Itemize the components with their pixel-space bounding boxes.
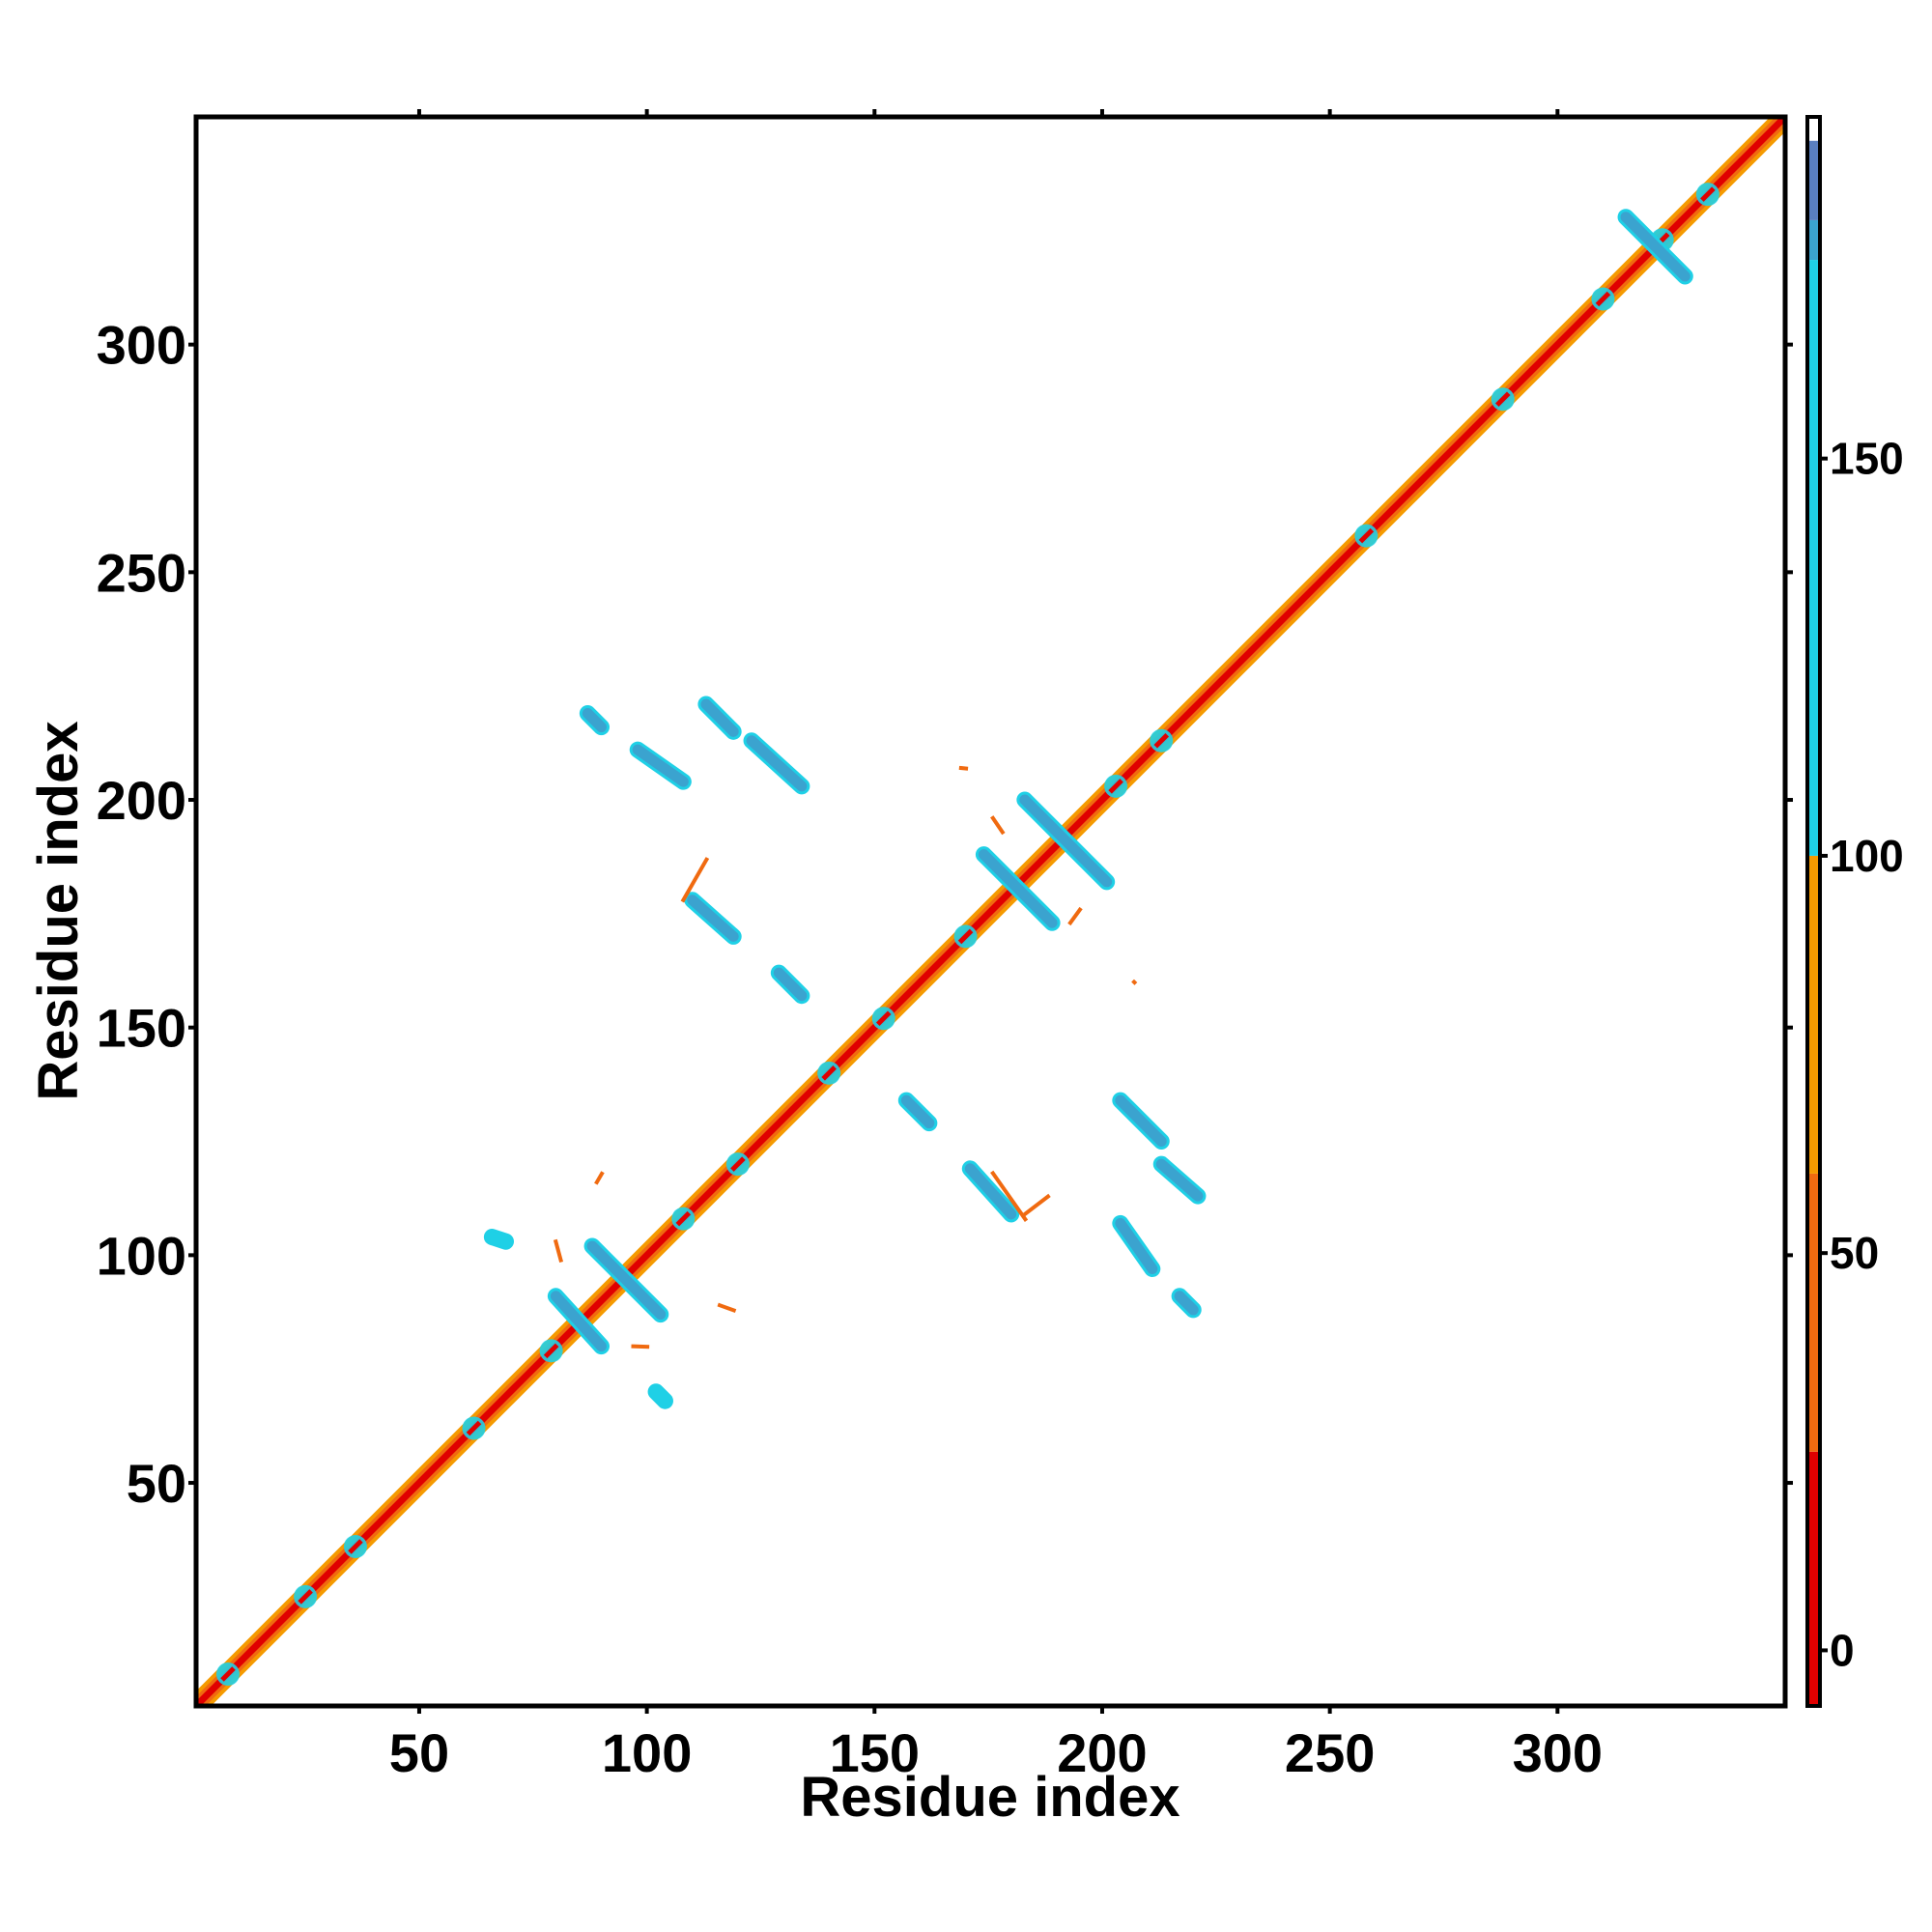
x-tick-label-3: 200 [1057,1722,1147,1783]
diagonal-cluster-core-12 [1358,527,1375,544]
y-axis-title: Residue index [27,721,90,1100]
x-tick-label-1: 100 [602,1722,692,1783]
plot-frame [193,114,1788,1709]
orange-contact-7 [1067,906,1083,926]
colorbar-band-0 [1807,1451,1820,1706]
contact-band-0 [550,1291,607,1352]
contact-band-1 [586,1240,667,1321]
x-tick-label-5: 300 [1513,1722,1603,1783]
diagonal-cluster-core-6 [730,1156,746,1172]
colorbar-band-2 [1807,855,1820,1174]
diagonal-cluster-core-3 [466,1420,482,1436]
contact-band-2 [978,849,1058,928]
diagonal-cluster-core-8 [875,1010,892,1027]
contact-band-16 [1174,1291,1199,1316]
orange-contact-10 [1131,979,1138,985]
contact-band-13 [1115,1094,1167,1148]
orange-contact-0 [680,857,710,903]
contact-band-12 [964,1163,1017,1220]
diagonal-cluster-core-16 [1700,186,1716,202]
y-tick-label-4: 250 [97,542,186,603]
diagonal-core [196,117,1785,1706]
x-tick-label-0: 50 [389,1722,449,1783]
x-axis-title: Residue index [800,1766,1179,1829]
y-tick-label-5: 300 [97,315,186,376]
diagonal-cluster-core-10 [1108,779,1123,794]
diagonal-cluster-core-13 [1494,391,1511,408]
orange-contact-1 [990,1170,1029,1222]
contact-band-14 [1155,1158,1204,1202]
colorbar-band-5 [1807,140,1820,220]
orange-contact-4 [717,1302,737,1313]
contact-band-6 [632,744,689,787]
orange-contact-9 [958,765,969,771]
colorbar: 0 50 100 150 [1805,115,1904,1708]
y-tick-label-0: 50 [127,1453,186,1514]
diagonal-cluster-core-2 [348,1539,363,1554]
contact-band-7 [700,698,739,737]
contact-band-17 [486,1232,512,1247]
y-tick-label-1: 100 [97,1225,186,1286]
contact-band-4 [1620,212,1690,282]
diagonal-cluster-core-14 [1595,291,1611,307]
colorbar-tick-label-2: 100 [1830,831,1904,881]
contact-band-10 [773,967,808,1002]
y-tick-label-3: 200 [97,770,186,831]
contact-band-11 [900,1094,935,1129]
colorbar-band-3 [1807,260,1820,856]
orange-contact-6 [594,1171,605,1185]
orange-contact-2 [1022,1193,1051,1217]
contact-band-18 [650,1386,670,1406]
diagonal-cluster-core-0 [220,1666,236,1682]
plot-area [196,117,1785,1706]
contact-band-8 [746,735,808,792]
colorbar-tick-label-1: 50 [1830,1228,1879,1278]
colorbar-band-6 [1807,117,1820,141]
contact-band-15 [1115,1217,1158,1275]
diagonal-cluster-core-9 [957,928,974,945]
diagonal-cluster-core-7 [821,1065,837,1081]
x-axis: 50 100 150 200 250 300 [389,109,1603,1783]
orange-contact-3 [553,1238,564,1264]
contact-band-3 [1019,794,1113,888]
diagonal-cluster-core-1 [298,1589,313,1605]
colorbar-tick-label-0: 0 [1830,1625,1855,1675]
colorbar-tick-label-3: 150 [1830,434,1904,484]
diagonal-cluster-core-4 [543,1343,559,1359]
diagonal-cluster-core-5 [675,1210,692,1227]
orange-contact-5 [631,1344,650,1350]
x-tick-label-2: 150 [830,1722,920,1783]
colorbar-frame [1805,115,1822,1708]
colorbar-band-1 [1807,1173,1820,1452]
contact-band-5 [582,707,607,733]
y-tick-label-2: 150 [97,998,186,1059]
contact-band-9 [687,895,739,942]
y-axis: 50 100 150 200 250 300 [97,315,1793,1514]
colorbar-band-4 [1807,219,1820,261]
x-tick-label-4: 250 [1285,1722,1375,1783]
diagonal-cluster-core-11 [1153,732,1170,749]
orange-contact-8 [990,815,1006,836]
